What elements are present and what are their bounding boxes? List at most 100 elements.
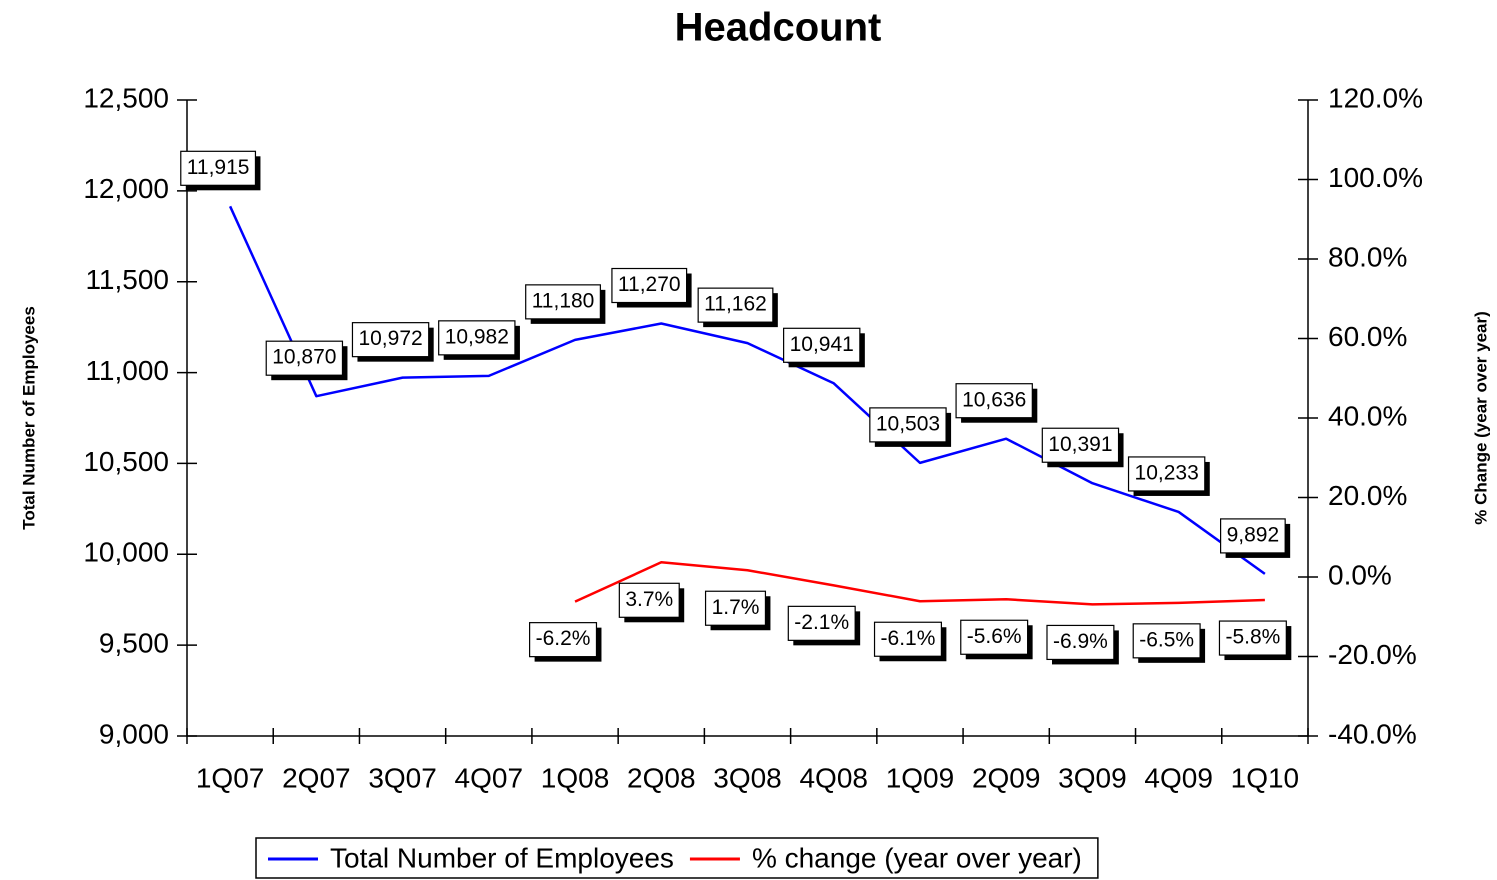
label-box [180,150,257,186]
label-box [1046,624,1115,661]
label-box [787,605,856,641]
label-box [618,582,680,618]
label-box [1218,620,1287,656]
label-box [1220,518,1286,554]
y-tick-label: 10,500 [83,446,169,477]
value-label-text: -5.6% [967,625,1022,648]
label-box [873,621,942,657]
value-label: 1.7% [704,590,771,631]
x-tick-label: 1Q10 [1231,762,1300,793]
value-label: 10,982 [438,320,520,360]
y-tick-label: 9,500 [99,628,169,659]
legend: Total Number of Employees % change (year … [255,837,1099,879]
y2-tick-label: 80.0% [1328,241,1407,272]
value-label: 10,503 [869,407,952,447]
label-box [704,590,767,626]
y2-tick-label: 100.0% [1328,162,1423,193]
label-box [1132,623,1201,659]
label-box [611,267,688,304]
series-line [228,205,1266,575]
legend-label: Total Number of Employees [330,842,674,873]
label-box [1127,456,1206,492]
label-box [529,622,598,658]
y-tick-label: 10,000 [83,537,169,568]
x-tick-label: 2Q09 [972,762,1041,793]
y-tick-label: 9,000 [99,718,169,749]
value-label: 10,636 [955,383,1038,423]
y2-tick-label: -40.0% [1328,718,1417,749]
value-label-text: 10,941 [790,333,854,356]
value-label: -5.8% [1218,620,1292,661]
value-label: -6.1% [873,621,947,662]
x-tick-label: 3Q08 [713,762,782,793]
x-tick-label: 3Q07 [368,762,437,793]
value-label: 10,941 [783,327,865,368]
value-label-text: 11,180 [532,289,595,312]
value-label: 10,870 [265,340,348,381]
y2-tick-label: 120.0% [1328,82,1423,113]
label-box [783,327,861,363]
value-label: 10,972 [351,322,434,362]
label-box [265,340,344,376]
y-tick-label: 12,500 [83,82,169,113]
value-label: 10,391 [1041,427,1124,468]
value-label: -6.5% [1132,623,1206,663]
label-box [525,284,601,320]
y2-tick-label: 60.0% [1328,321,1407,352]
value-label-text: 10,982 [445,325,509,348]
x-tick-label: 3Q09 [1058,762,1127,793]
label-box [697,287,774,323]
y2-axis-title: % Change (year over year) [1471,311,1490,525]
value-label: 9,892 [1220,518,1291,558]
x-tick-label: 4Q07 [455,762,524,793]
x-tick-label: 2Q08 [627,762,696,793]
y2-tick-label: 40.0% [1328,400,1407,431]
value-label-text: 11,915 [187,156,250,179]
y2-tick-label: -20.0% [1328,639,1417,670]
value-label-text: 1.7% [712,596,760,619]
value-label: -6.2% [529,622,602,662]
value-label-text: 11,162 [704,293,767,316]
value-label-text: 11,270 [618,273,681,296]
label-box [869,407,947,443]
value-label-text: 3.7% [625,588,673,611]
label-box [960,619,1029,655]
x-tick-label: 1Q07 [196,762,265,793]
label-box [1041,427,1120,463]
value-label: 10,233 [1127,456,1210,496]
value-label: 3.7% [618,582,685,623]
value-label-text: 10,870 [272,346,336,369]
value-label: -2.1% [787,605,861,646]
y-tick-label: 11,000 [85,355,169,386]
value-label: -5.6% [960,619,1033,660]
value-label: 11,915 [180,150,261,191]
x-tick-label: 4Q08 [799,762,868,793]
value-label-text: 10,503 [876,412,940,435]
value-label-text: -2.1% [794,611,849,634]
label-box [351,322,430,358]
x-tick-label: 2Q07 [282,762,351,793]
y-tick-label: 12,000 [83,173,169,204]
legend-frame [255,837,1099,879]
value-label-text: 10,233 [1135,461,1199,484]
value-label-text: 10,391 [1048,433,1112,456]
series-line [574,561,1265,606]
chart-title: Headcount [675,6,882,50]
value-label-text: -6.9% [1053,630,1108,653]
value-label-text: 9,892 [1227,523,1280,546]
y-tick-label: 11,500 [85,264,169,295]
x-tick-label: 1Q08 [541,762,610,793]
value-label-text: -5.8% [1225,626,1280,649]
x-tick-label: 4Q09 [1144,762,1213,793]
label-box [438,320,516,356]
value-label-text: -6.5% [1139,628,1194,651]
value-label-text: -6.1% [881,627,936,650]
value-label-text: 10,636 [962,388,1026,411]
legend-label: % change (year over year) [752,842,1082,873]
y2-tick-label: 0.0% [1328,559,1392,590]
value-label-text: -6.2% [536,627,591,650]
x-tick-label: 1Q09 [886,762,955,793]
y2-tick-label: 20.0% [1328,480,1407,511]
value-label: 11,180 [525,284,606,324]
